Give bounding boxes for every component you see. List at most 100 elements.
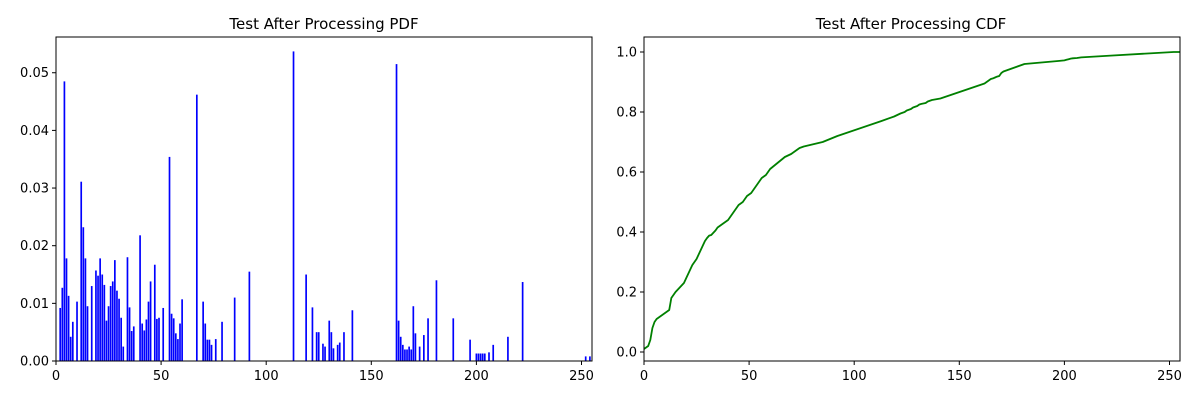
pdf-bar <box>521 282 524 361</box>
pdf-bar <box>86 306 89 361</box>
pdf-bar <box>404 349 406 361</box>
pdf-bar <box>67 295 70 361</box>
pdf-bar <box>330 332 333 361</box>
pdf-bar <box>170 313 173 361</box>
cdf-x-tick-label: 100 <box>842 369 867 384</box>
pdf-bar <box>63 81 66 361</box>
pdf-bar <box>483 353 486 361</box>
pdf-bar <box>322 343 324 361</box>
cdf-axes: 0 50 100 150 200 250 0.0 0.2 0.4 0.6 0.8 1.0 <box>616 36 1182 384</box>
pdf-bar <box>114 260 116 361</box>
cdf-x-tick-label: 200 <box>1052 369 1077 384</box>
cdf-x-tick-label: 50 <box>741 369 758 384</box>
pdf-bar <box>477 353 480 361</box>
pdf-bar <box>412 306 415 361</box>
pdf-bar <box>488 352 490 361</box>
pdf-x-tick-label: 100 <box>254 369 279 384</box>
pdf-bar <box>338 342 341 361</box>
pdf-bar <box>120 317 122 361</box>
pdf-bar <box>147 301 150 361</box>
pdf-bar <box>149 281 152 361</box>
pdf-bar <box>101 274 104 361</box>
pdf-chart-title: Test After Processing PDF <box>228 15 418 33</box>
pdf-bar <box>132 326 135 361</box>
pdf-bar <box>95 270 97 361</box>
pdf-bar <box>208 339 211 361</box>
cdf-x-tick-label: 150 <box>947 369 972 384</box>
pdf-bar <box>328 320 331 361</box>
pdf-bar <box>418 346 421 361</box>
pdf-bar <box>221 321 223 361</box>
pdf-bar <box>469 339 471 361</box>
pdf-bar <box>174 333 177 361</box>
pdf-bar <box>423 335 425 361</box>
pdf-bar <box>84 258 87 361</box>
pdf-x-tick-label: 0 <box>52 369 60 384</box>
pdf-bar <box>172 318 175 361</box>
pdf-bar <box>130 331 133 361</box>
pdf-bar <box>76 301 78 361</box>
pdf-bar <box>177 339 179 361</box>
pdf-bar <box>332 348 335 361</box>
pdf-bar <box>479 353 482 361</box>
pdf-bar <box>141 323 144 361</box>
pdf-bar <box>122 346 125 361</box>
pdf-bar <box>336 344 339 361</box>
pdf-bar <box>311 307 314 361</box>
pdf-bar <box>214 339 217 361</box>
pdf-bar <box>90 286 93 361</box>
pdf-bar <box>80 181 83 361</box>
pdf-bar <box>324 346 326 361</box>
cdf-chart-title: Test After Processing CDF <box>815 15 1007 33</box>
pdf-bar <box>65 258 68 361</box>
pdf-bar <box>414 333 417 361</box>
pdf-bar <box>179 323 181 361</box>
pdf-bar <box>584 356 587 361</box>
pdf-bar <box>475 353 478 361</box>
pdf-bars <box>59 51 591 362</box>
pdf-bar <box>59 307 62 361</box>
pdf-bar <box>427 318 429 361</box>
pdf-bar <box>139 235 141 361</box>
pdf-bar <box>126 257 129 361</box>
pdf-bar <box>315 332 318 361</box>
pdf-bar <box>317 332 320 361</box>
pdf-x-tick-label: 150 <box>359 369 384 384</box>
pdf-x-tick-label: 200 <box>464 369 489 384</box>
pdf-bar <box>589 356 591 361</box>
pdf-bar <box>82 227 85 361</box>
pdf-y-tick-label: 0.03 <box>20 182 49 197</box>
cdf-y-tick-label: 0.8 <box>616 106 637 121</box>
cdf-y-tick-label: 0.6 <box>616 166 637 181</box>
pdf-bar <box>158 317 160 361</box>
pdf-y-tick-label: 0.01 <box>20 297 49 312</box>
pdf-bar <box>69 336 72 361</box>
pdf-bar <box>71 321 74 361</box>
pdf-bar <box>195 94 198 362</box>
pdf-bar <box>181 299 183 361</box>
pdf-bar <box>103 284 106 361</box>
pdf-bar <box>305 274 307 361</box>
pdf-bar <box>97 275 99 361</box>
pdf-bar <box>145 319 148 361</box>
pdf-x-tick-label: 50 <box>153 369 170 384</box>
pdf-y-tick-label: 0.04 <box>20 124 49 139</box>
pdf-bar <box>481 353 484 361</box>
cdf-chart: Test After Processing CDF 0 50 100 150 200 25… <box>616 15 1182 384</box>
pdf-axes-frame <box>55 36 593 362</box>
cdf-y-tick-label: 0.0 <box>616 346 637 361</box>
pdf-bar <box>116 290 118 361</box>
pdf-bar <box>351 310 354 361</box>
pdf-y-tick-label: 0.05 <box>20 66 49 81</box>
pdf-chart: Test After Processing PDF 0 50 100 150 200 25… <box>20 15 594 384</box>
pdf-bar <box>233 297 236 361</box>
pdf-bar <box>202 301 204 361</box>
pdf-bar <box>435 280 438 361</box>
pdf-bar <box>210 344 213 361</box>
pdf-bar <box>107 306 110 361</box>
cdf-line-group <box>643 51 1180 350</box>
pdf-bar <box>206 339 209 361</box>
pdf-bar <box>111 281 114 361</box>
